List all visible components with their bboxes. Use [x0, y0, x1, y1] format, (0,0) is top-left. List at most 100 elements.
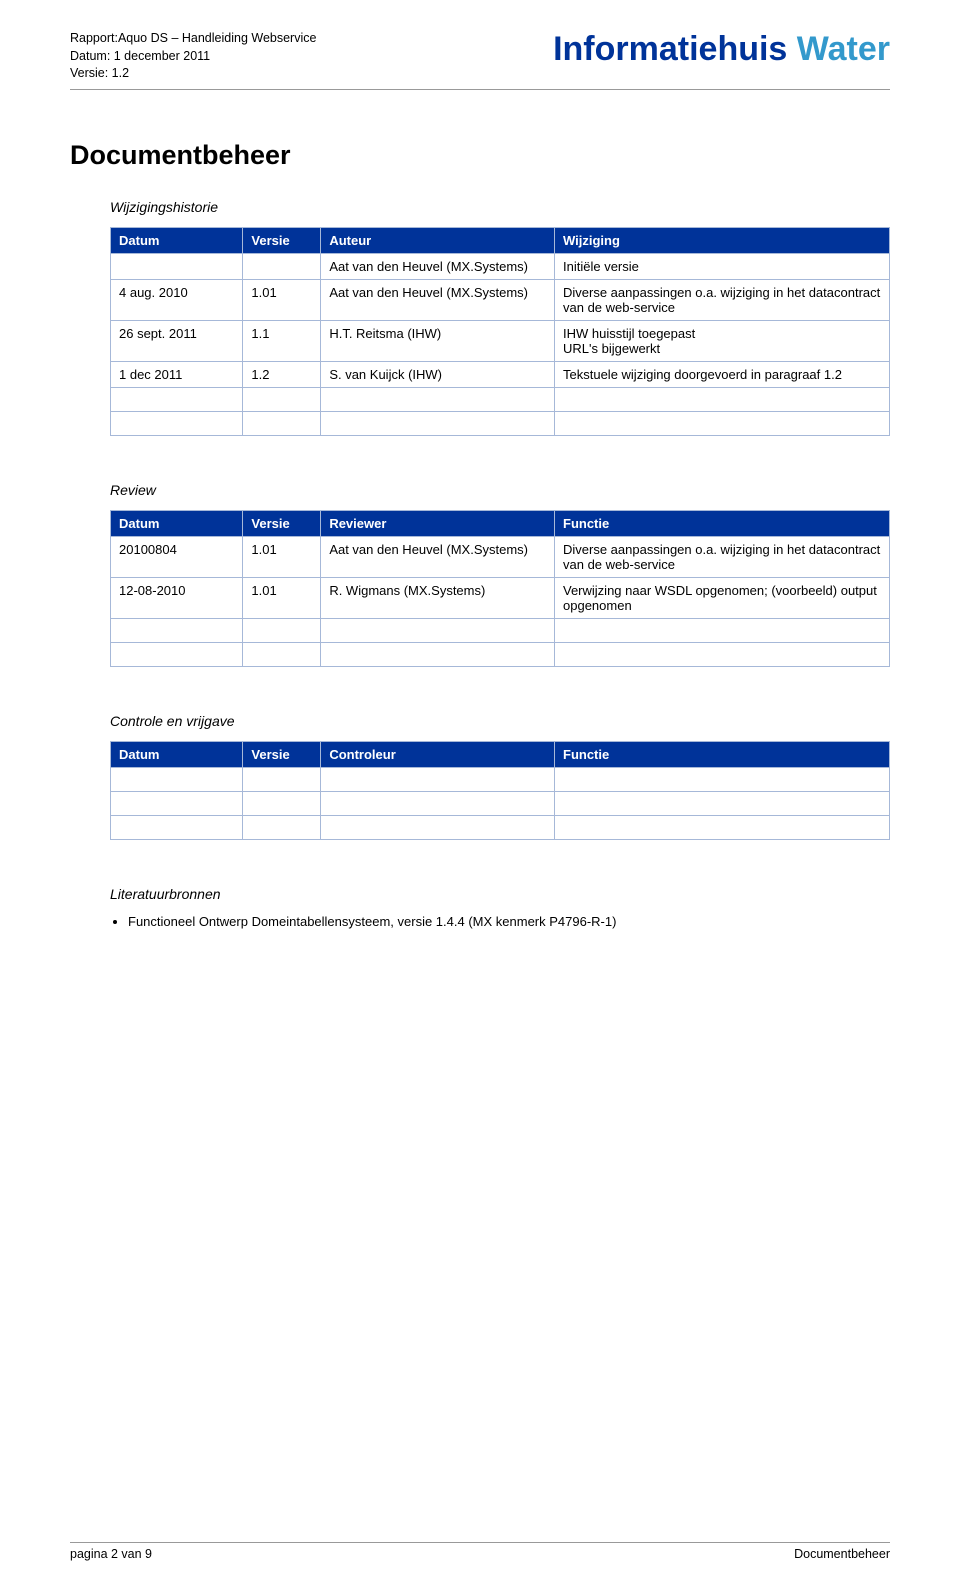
table-row: 26 sept. 20111.1H.T. Reitsma (IHW)IHW hu…: [111, 320, 890, 361]
table-cell: [555, 791, 890, 815]
table-cell: S. van Kuijck (IHW): [321, 361, 555, 387]
table-cell: Diverse aanpassingen o.a. wijziging in h…: [555, 536, 890, 577]
table-header-cell: Wijziging: [555, 227, 890, 253]
bibliography-heading: Literatuurbronnen: [70, 886, 890, 902]
table-row: 1 dec 20111.2S. van Kuijck (IHW)Tekstuel…: [111, 361, 890, 387]
table-cell: [321, 791, 555, 815]
table-cell: [555, 642, 890, 666]
table-cell: Aat van den Heuvel (MX.Systems): [321, 253, 555, 279]
bibliography-list: Functioneel Ontwerp Domeintabellensystee…: [70, 914, 890, 929]
table-row: [111, 767, 890, 791]
table-cell: [555, 618, 890, 642]
table-header-cell: Functie: [555, 510, 890, 536]
header-line-version: Versie: 1.2: [70, 65, 316, 83]
table-cell: [111, 253, 243, 279]
table-cell: 20100804: [111, 536, 243, 577]
table-cell: [111, 767, 243, 791]
table-header-cell: Versie: [243, 510, 321, 536]
page-footer: pagina 2 van 9 Documentbeheer: [70, 1542, 890, 1561]
table-cell: [243, 767, 321, 791]
table-cell: [321, 387, 555, 411]
table-cell: Verwijzing naar WSDL opgenomen; (voorbee…: [555, 577, 890, 618]
section-history: Wijzigingshistorie DatumVersieAuteurWijz…: [70, 199, 890, 436]
footer-section-name: Documentbeheer: [794, 1547, 890, 1561]
brand-part-2: Water: [797, 30, 890, 68]
table-row: [111, 791, 890, 815]
table-cell: [243, 387, 321, 411]
table-cell: [243, 618, 321, 642]
table-row: [111, 411, 890, 435]
table-cell: [111, 815, 243, 839]
table-cell: [555, 767, 890, 791]
table-cell: Aat van den Heuvel (MX.Systems): [321, 536, 555, 577]
page-header: Rapport:Aquo DS – Handleiding Webservice…: [70, 30, 890, 90]
table-cell: R. Wigmans (MX.Systems): [321, 577, 555, 618]
header-meta: Rapport:Aquo DS – Handleiding Webservice…: [70, 30, 316, 83]
table-cell: IHW huisstijl toegepastURL's bijgewerkt: [555, 320, 890, 361]
table-row: 4 aug. 20101.01Aat van den Heuvel (MX.Sy…: [111, 279, 890, 320]
table-header-cell: Versie: [243, 741, 321, 767]
table-cell: 4 aug. 2010: [111, 279, 243, 320]
page-title: Documentbeheer: [70, 140, 890, 171]
history-table: DatumVersieAuteurWijzigingAat van den He…: [110, 227, 890, 436]
table-header-cell: Versie: [243, 227, 321, 253]
table-cell: 1 dec 2011: [111, 361, 243, 387]
section-bibliography: Literatuurbronnen Functioneel Ontwerp Do…: [70, 886, 890, 929]
table-cell: [111, 618, 243, 642]
table-header-cell: Datum: [111, 510, 243, 536]
table-row: [111, 642, 890, 666]
review-table: DatumVersieReviewerFunctie201008041.01Aa…: [110, 510, 890, 667]
table-row: Aat van den Heuvel (MX.Systems)Initiële …: [111, 253, 890, 279]
table-header-cell: Datum: [111, 227, 243, 253]
review-heading: Review: [70, 482, 890, 498]
table-cell: 12-08-2010: [111, 577, 243, 618]
table-cell: [243, 411, 321, 435]
table-cell: [555, 411, 890, 435]
table-cell: [321, 767, 555, 791]
header-line-report: Rapport:Aquo DS – Handleiding Webservice: [70, 30, 316, 48]
page: Rapport:Aquo DS – Handleiding Webservice…: [0, 0, 960, 1581]
table-cell: [243, 791, 321, 815]
table-cell: Diverse aanpassingen o.a. wijziging in h…: [555, 279, 890, 320]
table-row: [111, 387, 890, 411]
table-cell: [555, 387, 890, 411]
list-item: Functioneel Ontwerp Domeintabellensystee…: [128, 914, 890, 929]
table-cell: [321, 411, 555, 435]
table-header-cell: Controleur: [321, 741, 555, 767]
table-cell: [111, 791, 243, 815]
table-cell: 1.2: [243, 361, 321, 387]
table-cell: [243, 253, 321, 279]
control-table: DatumVersieControleurFunctie: [110, 741, 890, 840]
table-cell: [111, 387, 243, 411]
section-control: Controle en vrijgave DatumVersieControle…: [70, 713, 890, 840]
control-heading: Controle en vrijgave: [70, 713, 890, 729]
table-row: 201008041.01Aat van den Heuvel (MX.Syste…: [111, 536, 890, 577]
table-cell: [555, 815, 890, 839]
table-cell: H.T. Reitsma (IHW): [321, 320, 555, 361]
table-cell: 1.1: [243, 320, 321, 361]
table-cell: [111, 642, 243, 666]
header-line-date: Datum: 1 december 2011: [70, 48, 316, 66]
table-cell: Tekstuele wijziging doorgevoerd in parag…: [555, 361, 890, 387]
brand-part-1: Informatiehuis: [553, 30, 787, 68]
table-cell: 1.01: [243, 536, 321, 577]
table-header-cell: Functie: [555, 741, 890, 767]
table-cell: [321, 642, 555, 666]
table-cell: 1.01: [243, 577, 321, 618]
table-row: [111, 815, 890, 839]
footer-page-number: pagina 2 van 9: [70, 1547, 152, 1561]
table-row: 12-08-20101.01R. Wigmans (MX.Systems)Ver…: [111, 577, 890, 618]
table-cell: 26 sept. 2011: [111, 320, 243, 361]
table-cell: 1.01: [243, 279, 321, 320]
table-row: [111, 618, 890, 642]
table-cell: Aat van den Heuvel (MX.Systems): [321, 279, 555, 320]
table-header-cell: Datum: [111, 741, 243, 767]
table-cell: [321, 618, 555, 642]
table-header-cell: Reviewer: [321, 510, 555, 536]
section-review: Review DatumVersieReviewerFunctie2010080…: [70, 482, 890, 667]
table-cell: [243, 815, 321, 839]
table-cell: Initiële versie: [555, 253, 890, 279]
table-cell: [111, 411, 243, 435]
table-cell: [321, 815, 555, 839]
history-heading: Wijzigingshistorie: [70, 199, 890, 215]
